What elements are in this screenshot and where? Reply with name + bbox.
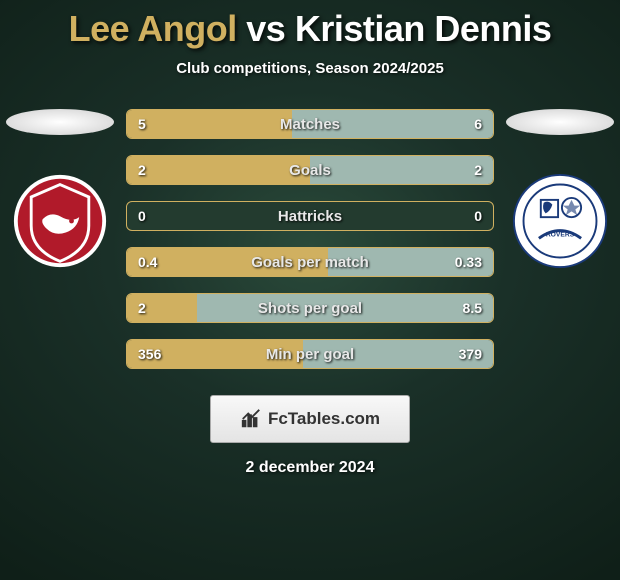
stat-row: Matches56 [126, 109, 494, 139]
stat-fill-player1 [127, 248, 328, 276]
stat-track [126, 201, 494, 231]
page-title: Lee Angol vs Kristian Dennis [0, 8, 620, 50]
stat-fill-player2 [197, 294, 493, 322]
stat-fill-player1 [127, 110, 292, 138]
branding-badge: FcTables.com [210, 395, 410, 443]
player2-avatar-placeholder [506, 109, 614, 135]
stat-row: Min per goal356379 [126, 339, 494, 369]
stat-track [126, 155, 494, 185]
stat-fill-player2 [303, 340, 493, 368]
stat-row: Goals per match0.40.33 [126, 247, 494, 277]
svg-text:ROVERS: ROVERS [546, 231, 575, 238]
side-left [0, 109, 120, 269]
crest2-wrap: ROVERS [512, 173, 608, 269]
stat-row: Goals22 [126, 155, 494, 185]
crest1-icon [12, 173, 108, 269]
stat-row: Hattricks00 [126, 201, 494, 231]
stat-track [126, 109, 494, 139]
side-right: ROVERS [500, 109, 620, 269]
stat-track [126, 339, 494, 369]
chart-icon [240, 408, 262, 430]
stat-fill-player1 [127, 294, 197, 322]
stat-track [126, 247, 494, 277]
title-player2: Kristian Dennis [295, 8, 552, 49]
main-row: Matches56 Goals22 Hattricks00 Goals per mat… [0, 109, 620, 385]
stat-fill-player1 [127, 156, 310, 184]
stat-bars: Matches56 Goals22 Hattricks00 Goals per mat… [120, 109, 500, 385]
stat-fill-player2 [310, 156, 493, 184]
stat-row: Shots per goal28.5 [126, 293, 494, 323]
stat-fill-player1 [127, 340, 303, 368]
crest1-wrap [12, 173, 108, 269]
title-vs: vs [246, 8, 285, 49]
branding-text: FcTables.com [268, 409, 380, 429]
player1-avatar-placeholder [6, 109, 114, 135]
subtitle: Club competitions, Season 2024/2025 [0, 60, 620, 77]
stat-track [126, 293, 494, 323]
stat-fill-player2 [292, 110, 493, 138]
stat-fill-player2 [328, 248, 493, 276]
title-player1: Lee Angol [69, 8, 237, 49]
date-text: 2 december 2024 [0, 459, 620, 477]
crest2-icon: ROVERS [512, 173, 608, 269]
content-wrap: Lee Angol vs Kristian Dennis Club compet… [0, 0, 620, 477]
